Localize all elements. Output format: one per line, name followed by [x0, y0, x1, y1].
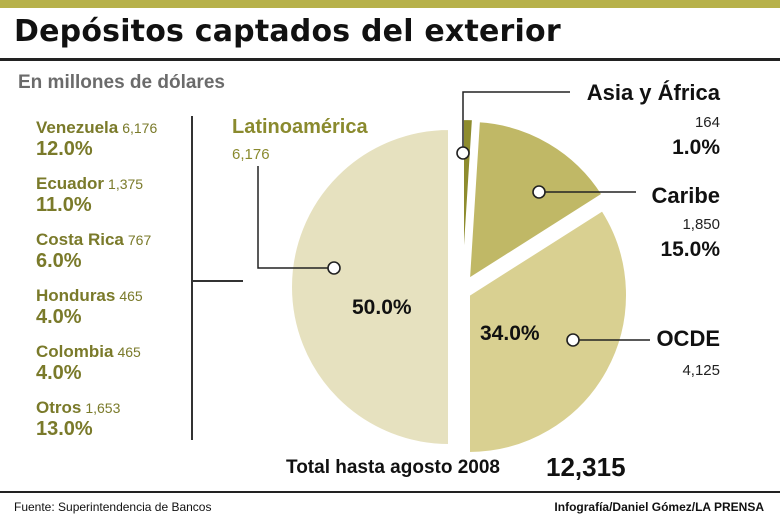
- country-line: Colombia 465: [36, 342, 206, 362]
- page-title: Depósitos captados del exterior: [14, 14, 561, 49]
- country-entry: Honduras 465 4.0%: [36, 286, 206, 328]
- latam-leader-line: [257, 166, 334, 269]
- country-value: 1,375: [108, 176, 144, 192]
- asia-value: 164: [694, 114, 720, 131]
- source-note: Fuente: Superintendencia de Bancos: [14, 500, 212, 514]
- country-pct: 4.0%: [36, 362, 82, 384]
- country-entry: Colombia 465 4.0%: [36, 342, 206, 384]
- units-subtitle: En millones de dólares: [18, 72, 225, 93]
- country-value: 465: [117, 344, 141, 360]
- country-name: Honduras: [36, 286, 116, 305]
- country-entry: Ecuador 1,375 11.0%: [36, 174, 206, 216]
- latam-leader-dot: [327, 261, 341, 275]
- country-line: Costa Rica 767: [36, 230, 206, 250]
- credit-note: Infografía/Daniel Gómez/LA PRENSA: [554, 500, 764, 514]
- ocde-label: OCDE: [656, 326, 720, 351]
- country-line: Otros 1,653: [36, 398, 206, 418]
- country-pct: 4.0%: [36, 306, 82, 328]
- asia-leader-dot: [456, 146, 470, 160]
- asia-leader-line: [462, 91, 570, 153]
- asia-label: Asia y África: [586, 80, 720, 105]
- country-value: 465: [119, 288, 143, 304]
- pie-slice-caribe: [467, 120, 604, 281]
- total-value: 12,315: [546, 452, 626, 482]
- country-entry: Otros 1,653 13.0%: [36, 398, 206, 440]
- ocde-pct-label: 34.0%: [480, 322, 540, 345]
- ocde-value: 4,125: [682, 362, 720, 379]
- title-rule: [0, 58, 780, 61]
- country-pct: 12.0%: [36, 138, 93, 160]
- country-value: 1,653: [85, 400, 121, 416]
- bracket-connector: [193, 280, 243, 282]
- latam-value: 6,176: [232, 146, 270, 163]
- country-pct: 13.0%: [36, 418, 93, 440]
- country-value: 767: [127, 232, 152, 248]
- country-pct: 6.0%: [36, 250, 82, 272]
- country-name: Otros: [36, 398, 82, 417]
- footer-rule: [0, 491, 780, 493]
- country-name: Ecuador: [36, 174, 105, 193]
- latam-breakdown-list: [18, 110, 243, 446]
- country-line: Ecuador 1,375: [36, 174, 206, 194]
- pie-slice-ocde: [468, 208, 628, 455]
- country-name: Costa Rica: [36, 230, 124, 249]
- country-value: 6,176: [122, 120, 158, 136]
- latam-label: Latinoamérica: [232, 116, 368, 138]
- caribe-label: Caribe: [651, 183, 720, 208]
- country-line: Venezuela 6,176: [36, 118, 206, 138]
- country-name: Colombia: [36, 342, 114, 361]
- caribe-pct: 15.0%: [660, 238, 720, 261]
- country-entry: Costa Rica 767 6.0%: [36, 230, 206, 272]
- asia-pct: 1.0%: [672, 136, 720, 159]
- country-pct: 11.0%: [36, 194, 92, 216]
- country-line: Honduras 465: [36, 286, 206, 306]
- caribe-leader-dot: [532, 185, 546, 199]
- ocde-leader-dot: [566, 333, 580, 347]
- country-name: Venezuela: [36, 118, 119, 137]
- latam-pct-label: 50.0%: [352, 296, 412, 319]
- top-accent-bar: [0, 0, 780, 8]
- pie-slice-latinoam-rica: [290, 127, 450, 447]
- caribe-value: 1,850: [682, 216, 720, 233]
- list-bracket: [191, 116, 193, 440]
- total-label: Total hasta agosto 2008: [286, 457, 500, 478]
- country-entry: Venezuela 6,176 12.0%: [36, 118, 206, 160]
